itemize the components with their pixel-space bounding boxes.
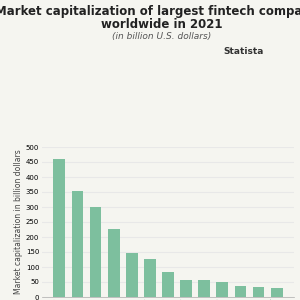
Bar <box>271 288 283 297</box>
Bar <box>53 159 65 297</box>
Bar <box>253 286 264 297</box>
Text: Market capitalization of largest fintech companies: Market capitalization of largest fintech… <box>0 4 300 17</box>
Bar <box>180 280 192 297</box>
Bar <box>90 207 101 297</box>
Bar <box>216 282 228 297</box>
Text: (in billion U.S. dollars): (in billion U.S. dollars) <box>112 32 212 40</box>
Bar <box>108 229 120 297</box>
Y-axis label: Market capitalization in billion dollars: Market capitalization in billion dollars <box>14 150 23 294</box>
Bar <box>198 280 210 297</box>
Bar <box>126 253 138 297</box>
Bar <box>72 190 83 297</box>
Text: worldwide in 2021: worldwide in 2021 <box>101 18 223 31</box>
Text: Statista: Statista <box>224 46 264 56</box>
Bar <box>162 272 174 297</box>
Bar <box>235 286 246 297</box>
Bar <box>144 259 156 297</box>
